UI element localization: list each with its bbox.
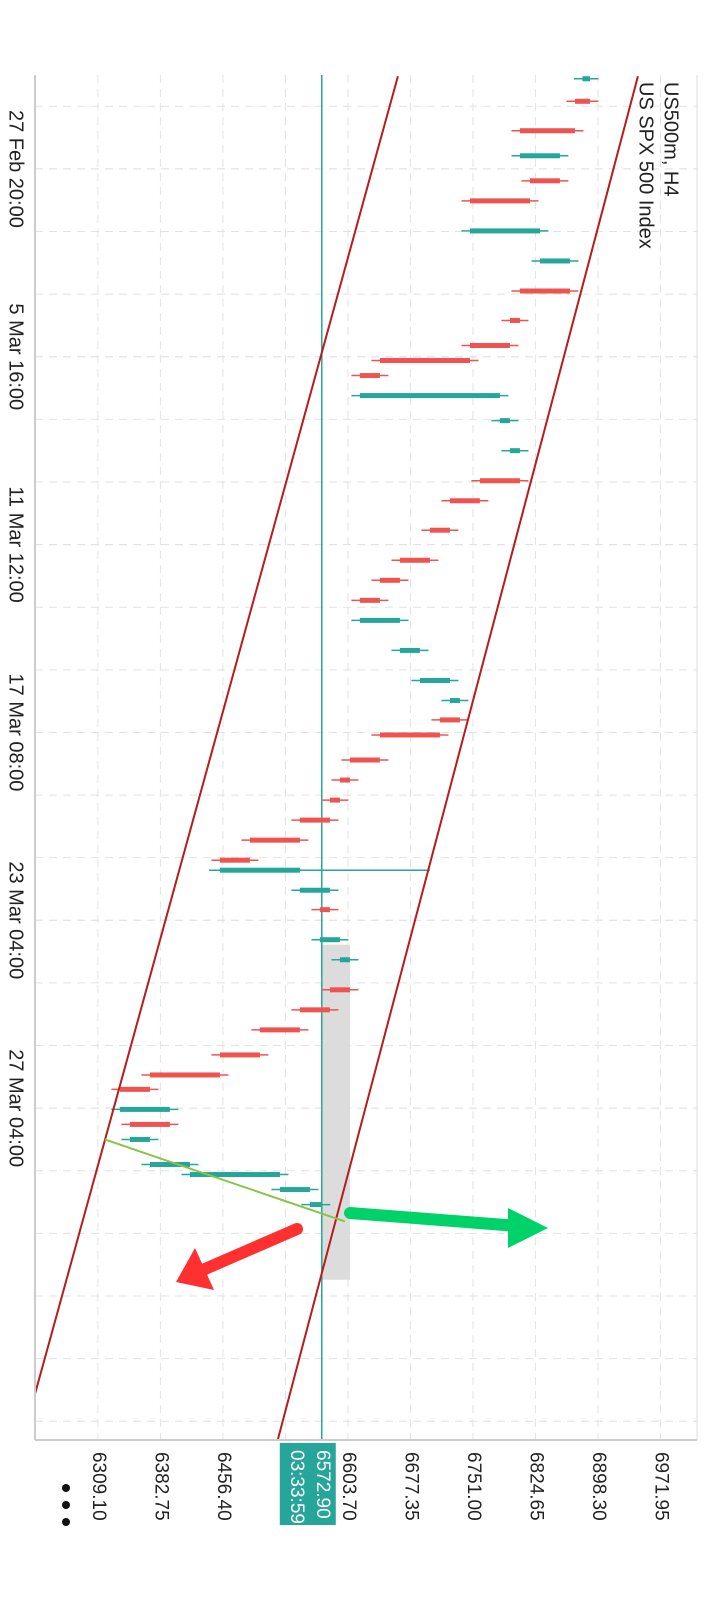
labels: 27 Feb 20:00 5 Mar 16:00 11 Mar 12:00 17 Ma…	[5, 82, 682, 1525]
candle-body	[582, 76, 590, 82]
candle-body	[349, 757, 380, 763]
candle-body	[129, 1136, 150, 1142]
candle-body	[509, 317, 520, 323]
candle-body	[359, 393, 500, 399]
candle-body	[219, 1052, 260, 1058]
candle-body	[129, 1121, 170, 1127]
candle-body	[219, 857, 250, 863]
candle-body	[339, 777, 350, 783]
candle-body	[249, 837, 300, 843]
candle-body	[499, 418, 510, 424]
y-tick-label: 6898.30	[588, 1452, 609, 1521]
candle-body	[319, 937, 340, 943]
candle-body	[279, 1187, 310, 1193]
chart-title: US500m, H4	[660, 82, 682, 197]
candle-body	[359, 617, 400, 623]
candle-body	[509, 448, 520, 454]
candle-body	[449, 498, 480, 504]
candle-body	[519, 128, 575, 134]
candle-body	[529, 178, 560, 184]
candle-body	[299, 887, 330, 893]
y-tick-label: 6382.75	[150, 1452, 171, 1521]
dot	[62, 1501, 70, 1509]
candle-body	[379, 732, 440, 738]
candle-body	[399, 647, 420, 653]
candle-body	[469, 228, 540, 234]
y-tick-label: 6751.00	[463, 1452, 484, 1521]
dot	[62, 1484, 70, 1492]
candle-body	[259, 1027, 300, 1033]
candle-body	[339, 957, 350, 963]
candle-body	[469, 198, 530, 204]
candle-body	[359, 373, 380, 379]
arrow-head	[508, 1208, 548, 1248]
dot	[62, 1518, 70, 1526]
candle-body	[519, 153, 560, 159]
candle-body	[189, 1172, 280, 1178]
candle-body	[149, 1072, 220, 1078]
candle-body	[429, 527, 450, 533]
candle-body	[479, 478, 520, 484]
candle-body	[379, 577, 400, 583]
candle-body	[379, 358, 470, 364]
candle-body	[469, 342, 510, 348]
arrow-shaft	[344, 1207, 524, 1232]
candle-body	[519, 288, 570, 294]
candle-body	[309, 1202, 322, 1208]
last-price-label: 6572.90	[312, 1450, 333, 1519]
x-tick-label: 11 Mar 12:00	[5, 486, 27, 602]
arrow-shaft	[199, 1223, 303, 1275]
x-tick-label: 5 Mar 16:00	[5, 303, 27, 410]
candle-body	[399, 557, 430, 563]
candle-body	[449, 698, 460, 704]
y-tick-label: 6603.70	[338, 1452, 359, 1521]
candle-body	[439, 717, 460, 723]
chart-subtitle: US SPX 500 Index	[635, 82, 657, 249]
marks	[33, 75, 639, 1440]
menu-dots[interactable]	[62, 1484, 70, 1526]
y-tick-label: 6456.40	[213, 1452, 234, 1521]
candle-body	[539, 258, 570, 264]
last-price-badge	[279, 1443, 336, 1525]
candle-body	[149, 1161, 190, 1167]
candle-body	[329, 797, 340, 803]
candle-body	[319, 907, 330, 913]
candle-body	[299, 1007, 330, 1013]
y-tick-label: 6971.95	[650, 1452, 671, 1521]
trendline	[33, 75, 399, 1395]
candle-body	[359, 597, 380, 603]
x-tick-label: 23 Mar 04:00	[5, 861, 27, 979]
candle-body	[299, 817, 330, 823]
zone	[321, 944, 350, 1280]
x-tick-label: 27 Mar 04:00	[5, 1049, 27, 1167]
candle-body	[329, 987, 350, 993]
red-arrow	[176, 1223, 303, 1290]
candle-body	[419, 677, 450, 683]
x-tick-label: 27 Feb 20:00	[5, 110, 27, 228]
arrow-head	[176, 1248, 214, 1290]
trendline	[276, 75, 639, 1440]
candle-body	[119, 1086, 150, 1092]
x-tick-label: 17 Mar 08:00	[5, 674, 27, 792]
countdown-label: 03:33:59	[286, 1450, 307, 1524]
candle-body	[574, 98, 590, 104]
y-tick-label: 6824.65	[525, 1452, 546, 1521]
candle-body	[219, 867, 300, 873]
y-tick-label: 6309.10	[88, 1452, 109, 1521]
trendline	[104, 1138, 346, 1223]
y-tick-label: 6677.35	[400, 1452, 421, 1521]
candle-body	[119, 1106, 170, 1112]
green-arrow	[344, 1207, 548, 1248]
